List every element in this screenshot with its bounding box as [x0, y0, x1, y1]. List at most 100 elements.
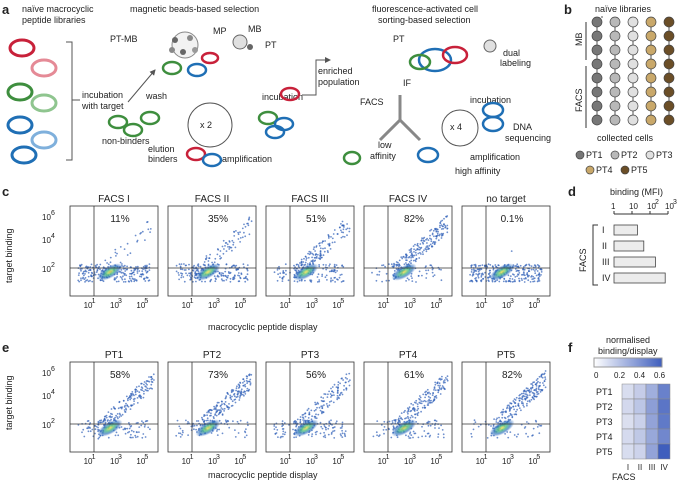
tree-node: [591, 72, 603, 84]
flow-point: [409, 251, 411, 254]
flow-point: [496, 417, 498, 420]
flow-point: [341, 432, 344, 435]
flow-point: [225, 420, 228, 423]
flow-point: [247, 222, 249, 225]
flow-point: [411, 277, 413, 279]
flow-point: [509, 431, 512, 433]
flow-plot-frame: [167, 361, 257, 453]
flow-point: [414, 243, 416, 246]
flow-point: [311, 433, 314, 435]
flow-point: [433, 387, 436, 390]
flow-point: [434, 242, 436, 245]
flow-point: [415, 257, 418, 260]
flow-point: [410, 253, 413, 256]
flow-point: [438, 268, 441, 271]
flow-point: [442, 232, 445, 235]
flow-point: [525, 393, 528, 396]
flow-point: [437, 234, 439, 237]
flow-point: [245, 275, 247, 278]
flow-point: [396, 436, 399, 439]
tree-node: [627, 44, 639, 56]
flow-point: [221, 413, 224, 416]
flow-point: [247, 224, 250, 227]
f-cell: [621, 413, 635, 430]
flow-point: [520, 392, 523, 395]
flow-point: [495, 265, 497, 268]
y-tick-exp: 6: [51, 366, 55, 373]
d-tick-label: 10: [629, 202, 638, 211]
flow-point: [135, 436, 137, 439]
flow-point: [224, 242, 227, 244]
flow-point: [114, 434, 117, 437]
flow-point: [331, 269, 333, 271]
flow-point: [296, 418, 299, 421]
flow-point: [496, 436, 499, 439]
flow-point: [193, 424, 196, 427]
flow-point: [393, 263, 396, 266]
flow-point: [249, 382, 252, 384]
flow-point: [482, 277, 485, 280]
flow-point: [237, 280, 240, 283]
panel-f-scale: 0 0.2 0.4 0.6: [594, 371, 666, 380]
flow-point: [226, 276, 228, 279]
flow-point: [324, 434, 326, 437]
flow-point: [345, 373, 348, 376]
flow-point: [132, 430, 135, 433]
flow-point: [505, 280, 507, 282]
flow-point: [126, 254, 129, 256]
flow-point: [413, 254, 416, 257]
flow-point: [132, 271, 135, 274]
flow-point: [113, 278, 116, 281]
flow-point: [536, 280, 539, 283]
panel-f-title-2: binding/display: [598, 346, 658, 356]
flow-point: [225, 279, 228, 281]
flow-point: [102, 280, 105, 283]
flow-point: [122, 400, 125, 402]
flow-point: [216, 430, 218, 432]
flow-point: [242, 263, 245, 266]
x-tick-exp: 3: [314, 454, 318, 461]
flow-point: [481, 264, 484, 266]
flow-point: [536, 393, 539, 395]
flow-point: [426, 432, 429, 435]
flow-point: [304, 279, 306, 282]
flow-point: [394, 422, 397, 424]
x-tick: 10: [280, 301, 289, 310]
flow-point: [514, 276, 517, 278]
flow-point: [538, 275, 541, 278]
flow-point: [235, 230, 237, 232]
flow-point: [319, 250, 322, 253]
flow-point: [309, 251, 312, 254]
flow-point: [82, 428, 85, 431]
flow-point: [408, 249, 411, 252]
flow-point: [221, 272, 223, 274]
flow-point: [237, 392, 240, 394]
flow-point: [320, 396, 323, 399]
flow-point: [138, 275, 141, 278]
flow-point: [231, 400, 234, 403]
flow-point: [538, 385, 541, 388]
flow-point: [514, 265, 516, 267]
panel-d-title: binding (MFI): [610, 187, 663, 197]
flow-point: [334, 271, 337, 274]
f-cell: [633, 443, 647, 460]
flow-point: [530, 265, 533, 267]
dual-label-icon: [483, 39, 497, 53]
flow-point: [417, 245, 419, 247]
flow-point: [339, 433, 342, 435]
flow-point: [142, 396, 145, 399]
flow-point: [444, 226, 446, 229]
legend-swatch: [585, 165, 595, 175]
x-tick: 10: [136, 457, 145, 466]
x-tick-exp: 3: [118, 298, 122, 305]
flow-point: [94, 264, 97, 267]
flow-point: [434, 424, 436, 426]
flow-point: [346, 234, 348, 237]
flow-point: [517, 265, 520, 268]
flow-point: [314, 401, 316, 404]
flow-point: [114, 251, 117, 254]
flow-point: [376, 420, 379, 422]
flow-point: [382, 429, 385, 431]
